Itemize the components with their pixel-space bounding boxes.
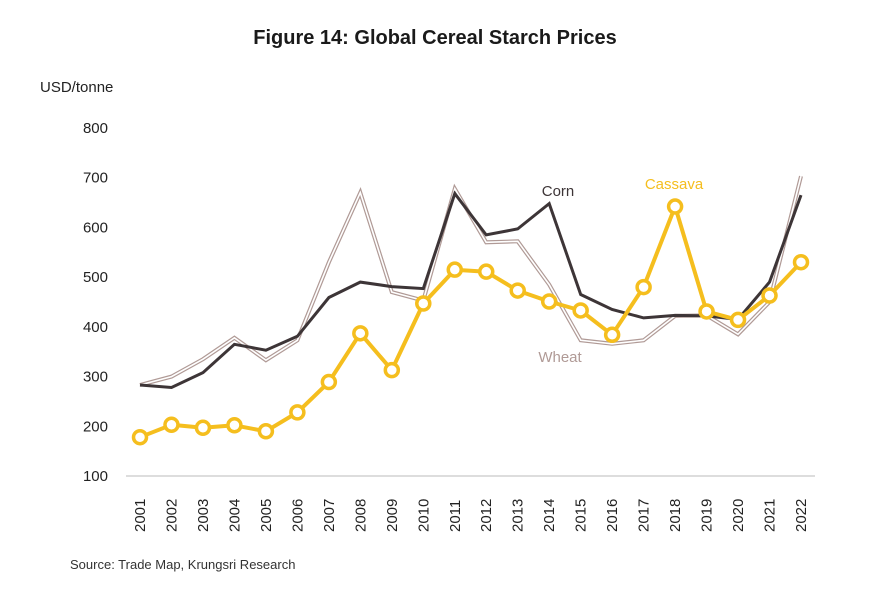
wheat-line-inner — [139, 176, 802, 386]
x-tick-label: 2016 — [604, 499, 621, 532]
cassava-point — [792, 253, 810, 271]
x-tick-label: 2022 — [793, 499, 810, 532]
chart-title: Figure 14: Global Cereal Starch Prices — [253, 27, 616, 49]
y-tick-label: 100 — [83, 468, 108, 485]
y-tick-label: 200 — [83, 418, 108, 435]
y-tick-label: 300 — [83, 369, 108, 386]
cassava-markers — [131, 198, 810, 446]
y-tick-label: 400 — [83, 319, 108, 336]
x-tick-label: 2009 — [384, 499, 401, 532]
x-tick-label: 2018 — [667, 499, 684, 532]
cassava-point — [194, 419, 212, 437]
series-label-corn: Corn — [542, 183, 575, 200]
cassava-point — [226, 417, 243, 434]
x-tick-label: 2011 — [447, 500, 464, 532]
series-label-wheat: Wheat — [538, 349, 582, 366]
cassava-point — [352, 325, 369, 342]
series-lines — [139, 175, 803, 440]
x-tick-label: 2003 — [195, 499, 212, 532]
cassava-point — [383, 361, 401, 379]
cassava-point — [761, 287, 778, 304]
cassava-point — [257, 423, 275, 440]
cassava-point — [163, 416, 180, 434]
x-tick-label: 2021 — [762, 499, 779, 532]
wheat-line-outer — [139, 175, 803, 387]
cassava-point — [572, 302, 589, 319]
x-tick-label: 2017 — [636, 499, 653, 532]
x-tick-label: 2020 — [730, 499, 747, 532]
cassava-line — [139, 204, 803, 440]
x-tick-label: 2008 — [352, 499, 369, 532]
source-note: Source: Trade Map, Krungsri Research — [70, 557, 295, 572]
x-tick-label: 2007 — [321, 499, 338, 532]
cassava-point — [131, 428, 149, 446]
x-tick-label: 2002 — [163, 499, 180, 532]
x-axis-ticks: 2001 2002 2003 2004 2005 2006 2007 2008 2009 2010… — [132, 499, 810, 532]
cassava-point — [289, 404, 306, 421]
x-tick-label: 2001 — [132, 499, 149, 532]
y-axis-unit-label: USD/tonne — [40, 79, 113, 96]
cassava-point — [729, 311, 747, 329]
x-tick-label: 2019 — [699, 499, 716, 532]
cassava-point — [477, 263, 495, 280]
cassava-point — [540, 293, 558, 310]
cassava-point — [635, 278, 652, 296]
x-tick-label: 2014 — [541, 499, 558, 532]
y-axis-ticks: 100 200 300 400 500 600 700 800 — [83, 120, 108, 485]
x-tick-label: 2004 — [226, 499, 243, 532]
y-tick-label: 600 — [83, 219, 108, 236]
y-tick-label: 500 — [83, 269, 108, 286]
y-tick-label: 700 — [83, 170, 108, 187]
cassava-point — [446, 261, 464, 278]
y-tick-label: 800 — [83, 120, 108, 137]
x-tick-label: 2010 — [415, 499, 432, 532]
x-tick-label: 2012 — [478, 499, 495, 532]
x-tick-label: 2015 — [573, 499, 590, 532]
corn-line — [139, 190, 803, 390]
x-tick-label: 2005 — [258, 499, 275, 532]
cassava-point — [509, 282, 526, 299]
cassava-point — [603, 326, 621, 344]
cassava-point — [666, 198, 684, 215]
x-tick-label: 2013 — [510, 499, 527, 532]
cassava-point — [698, 303, 715, 320]
series-label-cassava: Cassava — [645, 176, 704, 193]
x-tick-label: 2006 — [289, 499, 306, 532]
cassava-point — [415, 295, 432, 312]
cassava-point — [320, 373, 338, 391]
